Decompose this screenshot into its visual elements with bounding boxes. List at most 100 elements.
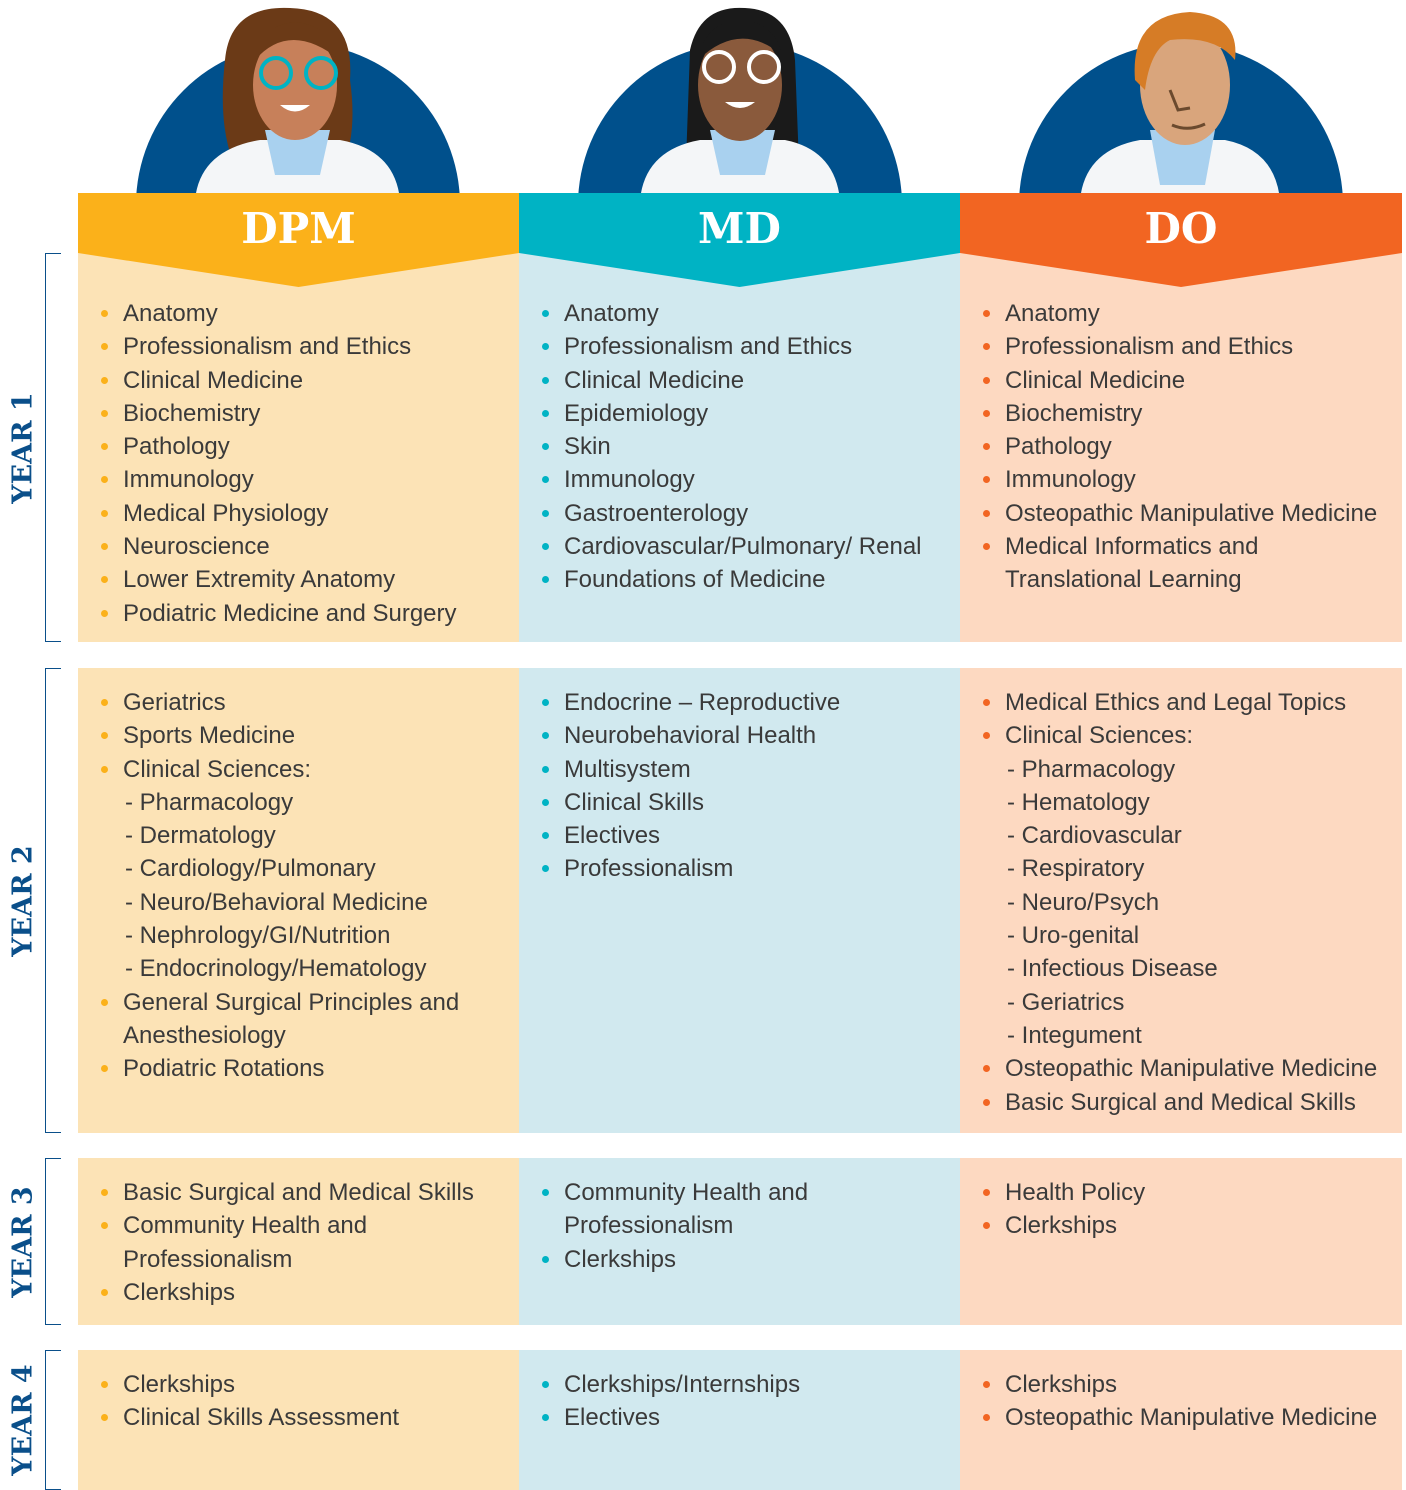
list-item: Community Health and Professionalism	[101, 1209, 511, 1276]
list-item: Osteopathic Manipulative Medicine	[983, 1401, 1394, 1434]
list-item: Professionalism and Ethics	[542, 330, 952, 363]
list-item: Epidemiology	[542, 397, 952, 430]
sub-item: - Endocrinology/Hematology	[125, 955, 427, 983]
item-list: Community Health and Professionalism Cler…	[542, 1176, 952, 1276]
sub-item: - Neuro/Behavioral Medicine	[125, 888, 428, 916]
list-item: Immunology	[983, 463, 1394, 496]
list-item: Lower Extremity Anatomy	[101, 563, 511, 596]
sub-item: - Nephrology/GI/Nutrition	[125, 922, 391, 950]
list-item: Osteopathic Manipulative Medicine	[983, 1052, 1394, 1085]
cell: Geriatrics Sports Medicine Clinical Scienc…	[78, 668, 519, 1133]
list-item: Basic Surgical and Medical Skills	[101, 1176, 511, 1209]
list-item: Clinical Sciences:	[983, 719, 1394, 752]
cell: Clerkships Clinical Skills Assessment	[78, 1350, 519, 1490]
sub-item: - Cardiovascular	[1007, 822, 1182, 850]
list-item: Medical Informatics and Translational Le…	[983, 530, 1394, 597]
item-list: Basic Surgical and Medical Skills Communi…	[101, 1176, 511, 1309]
year-row: YEAR 4 Clerkships Clinical Skills Assessme…	[0, 1350, 1406, 1490]
list-item: Medical Physiology	[101, 497, 511, 530]
sub-item: - Neuro/Psych	[1007, 888, 1160, 916]
list-item: Medical Ethics and Legal Topics	[983, 686, 1394, 719]
sub-item: - Infectious Disease	[1007, 955, 1218, 983]
list-item: Clerkships	[101, 1368, 511, 1401]
list-item: Electives	[542, 819, 952, 852]
cell: Anatomy Professionalism and Ethics Clinica…	[519, 253, 960, 642]
list-item: Clinical Skills	[542, 786, 952, 819]
year-label: YEAR 2	[7, 844, 39, 957]
sub-item: - Pharmacology	[125, 788, 294, 816]
item-list: Anatomy Professionalism and Ethics Clinica…	[983, 297, 1394, 597]
list-item: Clinical Skills Assessment	[101, 1401, 511, 1434]
sub-item: - Dermatology	[125, 822, 276, 850]
list-item: Clerkships	[983, 1209, 1394, 1242]
list-item: Foundations of Medicine	[542, 563, 952, 596]
cell: Anatomy Professionalism and Ethics Clinica…	[960, 253, 1402, 642]
sub-item: - Integument	[1007, 1021, 1142, 1049]
list-item: Cardiovascular/Pulmonary/ Renal	[542, 530, 952, 563]
list-item: Professionalism and Ethics	[983, 330, 1394, 363]
year-bracket	[45, 1350, 61, 1490]
year-label-box: YEAR 1	[0, 253, 46, 642]
list-item: Pathology	[983, 430, 1394, 463]
list-item: Biochemistry	[101, 397, 511, 430]
year-label-box: YEAR 3	[0, 1158, 46, 1325]
sub-item: - Hematology	[1007, 788, 1150, 816]
cell: Basic Surgical and Medical Skills Communi…	[78, 1158, 519, 1325]
list-item: Health Policy	[983, 1176, 1394, 1209]
cell: Clerkships Osteopathic Manipulative Medic…	[960, 1350, 1402, 1490]
avatars	[136, 7, 1343, 194]
list-item: Anatomy	[983, 297, 1394, 330]
list-item: Skin	[542, 430, 952, 463]
sub-item: - Pharmacology	[1007, 755, 1176, 783]
list-item: Anatomy	[101, 297, 511, 330]
avatar-group	[136, 7, 1343, 194]
cell: Anatomy Professionalism and Ethics Clinica…	[78, 253, 519, 642]
year-row: YEAR 3 Basic Surgical and Medical Skills C…	[0, 1158, 1406, 1325]
year-label-box: YEAR 2	[0, 668, 46, 1133]
year-label: YEAR 4	[7, 1364, 39, 1476]
list-item: Multisystem	[542, 753, 952, 786]
item-list: Medical Ethics and Legal Topics Clinical …	[983, 686, 1394, 1119]
year-bracket	[45, 668, 61, 1133]
list-item: Pathology	[101, 430, 511, 463]
list-item: Podiatric Medicine and Surgery	[101, 597, 511, 630]
list-item: Anatomy	[542, 297, 952, 330]
item-list: Health Policy Clerkships	[983, 1176, 1394, 1243]
item-list: Endocrine – Reproductive Neurobehavioral …	[542, 686, 952, 886]
item-list: Geriatrics Sports Medicine Clinical Scienc…	[101, 686, 511, 1086]
year-bracket	[45, 1158, 61, 1325]
list-item: Professionalism	[542, 852, 952, 885]
list-item: Podiatric Rotations	[101, 1052, 511, 1085]
cell: Community Health and Professionalism Cler…	[519, 1158, 960, 1325]
sub-item: - Cardiology/Pulmonary	[125, 855, 376, 883]
list-item: Immunology	[101, 463, 511, 496]
year-label: YEAR 3	[7, 1185, 39, 1298]
item-list: Clerkships/Internships Electives	[542, 1368, 952, 1435]
list-item: Clerkships	[983, 1368, 1394, 1401]
list-item: Clerkships/Internships	[542, 1368, 952, 1401]
list-item: Immunology	[542, 463, 952, 496]
list-item: Neuroscience	[101, 530, 511, 563]
list-item: Clinical Medicine	[542, 364, 952, 397]
list-item: Electives	[542, 1401, 952, 1434]
cell: Endocrine – Reproductive Neurobehavioral …	[519, 668, 960, 1133]
list-item: Endocrine – Reproductive	[542, 686, 952, 719]
list-item: Neurobehavioral Health	[542, 719, 952, 752]
list-item: Clinical Sciences:	[101, 753, 511, 786]
item-list: Clerkships Clinical Skills Assessment	[101, 1368, 511, 1435]
item-list: Clerkships Osteopathic Manipulative Medic…	[983, 1368, 1394, 1435]
cell: Clerkships/Internships Electives	[519, 1350, 960, 1490]
list-item: Professionalism and Ethics	[101, 330, 511, 363]
item-list: Anatomy Professionalism and Ethics Clinica…	[542, 297, 952, 597]
year-row: YEAR 1 Anatomy Professionalism and Ethics C…	[0, 253, 1406, 642]
sub-item: - Respiratory	[1007, 855, 1145, 883]
cell: Medical Ethics and Legal Topics Clinical …	[960, 668, 1402, 1133]
sub-item: - Uro-genital	[1007, 922, 1140, 950]
sub-item: - Geriatrics	[1007, 988, 1125, 1016]
item-list: Anatomy Professionalism and Ethics Clinica…	[101, 297, 511, 630]
list-item: Biochemistry	[983, 397, 1394, 430]
list-item: Clerkships	[101, 1276, 511, 1309]
list-item: Gastroenterology	[542, 497, 952, 530]
year-label: YEAR 1	[7, 391, 39, 504]
